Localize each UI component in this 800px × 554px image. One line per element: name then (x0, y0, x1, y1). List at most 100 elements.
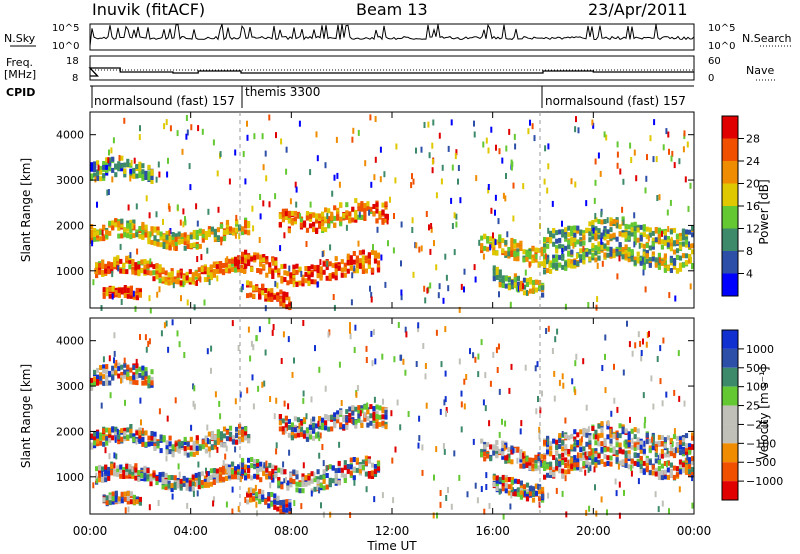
heatmap-cell (665, 128, 668, 135)
heatmap-cell (252, 285, 256, 291)
heatmap-cell (561, 373, 564, 380)
heatmap-cell (668, 508, 670, 515)
heatmap-cell (192, 446, 196, 452)
heatmap-cell (111, 225, 115, 231)
heatmap-cell (105, 427, 109, 433)
heatmap-cell (564, 447, 568, 453)
heatmap-cell (426, 287, 429, 294)
heatmap-cell (209, 265, 213, 270)
heatmap-cell (192, 440, 196, 446)
heatmap-cell (340, 272, 344, 278)
heatmap-cell (328, 261, 332, 267)
heatmap-cell (315, 218, 319, 224)
heatmap-cell (141, 380, 145, 386)
heatmap-cell (357, 405, 361, 411)
heatmap-cell (579, 452, 583, 458)
heatmap-cell (191, 276, 195, 282)
heatmap-cell (131, 269, 135, 275)
heatmap-cell (567, 250, 571, 256)
heatmap-cell (95, 466, 99, 472)
heatmap-cell (138, 430, 142, 436)
heatmap-cell (206, 348, 209, 355)
heatmap-cell (132, 433, 136, 439)
freq-left-tick-bottom: 8 (72, 73, 78, 84)
heatmap-cell (366, 205, 370, 211)
heatmap-cell (552, 233, 556, 239)
heatmap-cell (660, 470, 664, 475)
heatmap-cell (123, 427, 127, 433)
heatmap-cell (283, 263, 287, 269)
heatmap-cell (597, 246, 601, 252)
heatmap-cell (102, 161, 106, 166)
heatmap-cell (150, 376, 154, 382)
heatmap-cell (501, 440, 505, 446)
heatmap-cell (436, 512, 438, 519)
heatmap-cell (370, 250, 375, 255)
heatmap-cell (285, 505, 289, 511)
heatmap-cell (651, 237, 655, 243)
heatmap-cell (424, 297, 427, 304)
heatmap-cell (492, 245, 496, 251)
y-tick-label: 1000 (56, 265, 84, 278)
heatmap-cell (279, 508, 283, 514)
heatmap-cell (158, 269, 162, 274)
heatmap-cell (675, 234, 680, 240)
heatmap-cell (642, 257, 646, 263)
heatmap-cell (119, 268, 123, 274)
heatmap-cell (129, 168, 133, 174)
heatmap-cell (677, 350, 680, 357)
heatmap-cell (593, 197, 596, 204)
heatmap-cell (155, 480, 159, 486)
heatmap-cell (621, 426, 625, 432)
heatmap-cell (432, 512, 435, 519)
heatmap-cell (185, 271, 189, 277)
heatmap-cell (114, 222, 118, 228)
heatmap-cell (546, 435, 550, 441)
heatmap-cell (123, 172, 127, 178)
heatmap-cell (582, 461, 586, 466)
heatmap-cell (126, 371, 130, 377)
heatmap-cell (126, 291, 130, 297)
heatmap-cell (367, 263, 371, 269)
heatmap-cell (519, 463, 523, 469)
heatmap-cell (627, 453, 631, 459)
heatmap-cell (525, 456, 529, 462)
heatmap-cell (320, 502, 322, 509)
heatmap-cell (310, 471, 314, 477)
heatmap-cell (129, 252, 132, 259)
heatmap-cell (275, 132, 277, 139)
heatmap-cell (96, 435, 100, 441)
heatmap-cell (283, 232, 286, 239)
heatmap-cell (516, 491, 520, 497)
heatmap-cell (197, 484, 201, 490)
heatmap-cell (158, 477, 162, 483)
heatmap-cell (218, 268, 223, 274)
heatmap-cell (639, 455, 643, 461)
heatmap-cell (101, 470, 104, 477)
heatmap-cell (146, 260, 150, 266)
heatmap-cell (639, 260, 643, 266)
heatmap-cell (570, 236, 574, 242)
heatmap-cell (312, 416, 316, 422)
heatmap-cell (304, 271, 308, 277)
heatmap-cell (162, 234, 166, 240)
heatmap-cell (110, 264, 114, 270)
heatmap-cell (435, 264, 438, 271)
heatmap-cell (673, 428, 676, 435)
heatmap-cell (340, 472, 344, 478)
heatmap-cell (342, 415, 346, 420)
heatmap-cell (558, 453, 562, 459)
heatmap-cell (579, 229, 583, 235)
heatmap-cell (355, 467, 359, 473)
heatmap-cell (307, 281, 311, 287)
heatmap-cell (251, 205, 254, 212)
heatmap-cell (621, 251, 625, 257)
heatmap-cell (252, 403, 255, 410)
heatmap-cell (549, 441, 553, 447)
heatmap-cell (656, 195, 659, 201)
heatmap-cell (129, 491, 133, 497)
heatmap-cell (372, 329, 375, 336)
heatmap-cell (358, 263, 362, 269)
heatmap-cell (351, 272, 354, 279)
heatmap-cell (132, 499, 136, 505)
